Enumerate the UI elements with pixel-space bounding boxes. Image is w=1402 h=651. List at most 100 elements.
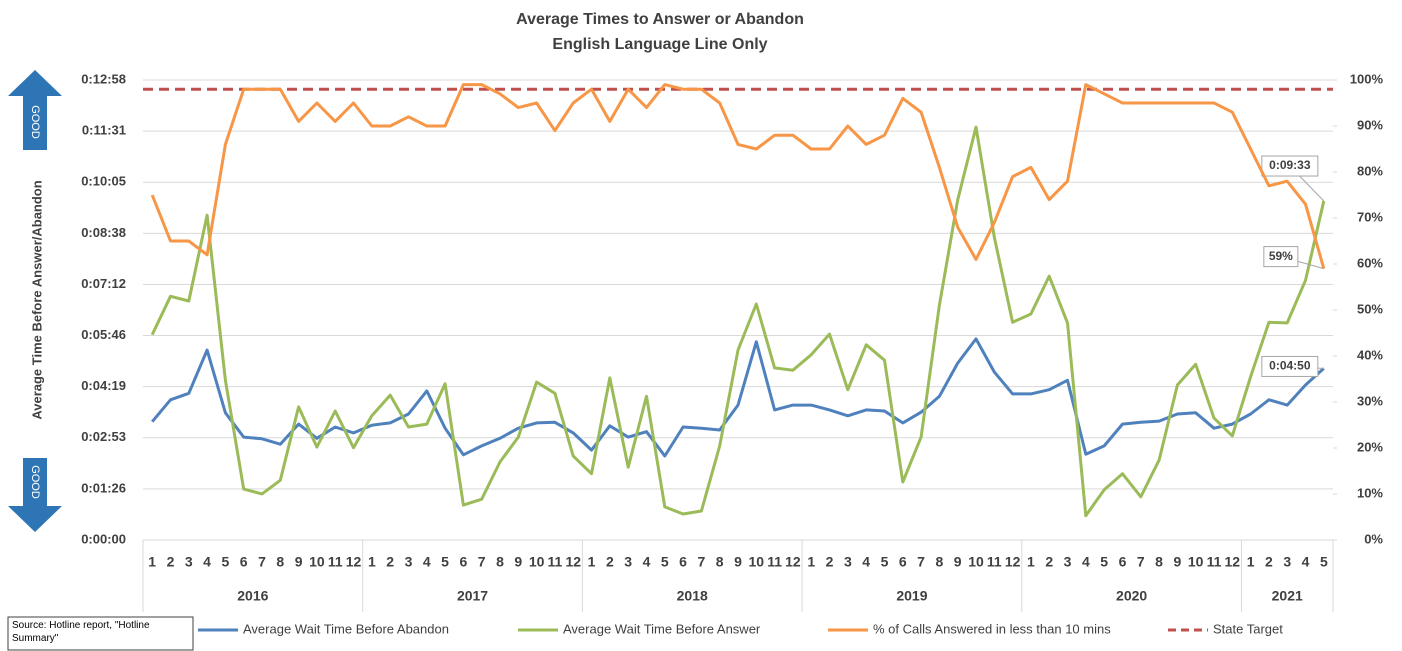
x-tick-label: 3 — [185, 554, 193, 570]
data-label: 59% — [1269, 249, 1293, 263]
x-tick-label: 9 — [734, 554, 742, 570]
x-tick-label: 6 — [1119, 554, 1127, 570]
x-tick-label: 5 — [661, 554, 669, 570]
legend-label: Average Wait Time Before Abandon — [243, 621, 449, 636]
y-tick-label: 0:11:31 — [82, 123, 126, 138]
x-tick-label: 2 — [167, 554, 175, 570]
x-tick-label: 10 — [968, 554, 984, 570]
x-tick-label: 11 — [1207, 554, 1222, 570]
x-tick-label: 8 — [276, 554, 284, 570]
x-tick-label: 4 — [643, 554, 651, 570]
callout-box — [1261, 155, 1319, 177]
x-tick-label: 9 — [954, 554, 962, 570]
x-tick-label: 11 — [328, 554, 343, 570]
x-tick-label: 2 — [1265, 554, 1273, 570]
x-tick-label: 4 — [1082, 554, 1090, 570]
y2-tick-label: 40% — [1357, 347, 1383, 362]
source-wrap: Source: Hotline report, "Hotline Summary… — [12, 620, 150, 644]
data-label: 0:04:50 — [1269, 359, 1311, 373]
y-tick-label: 0:05:46 — [81, 327, 126, 342]
x-tick-label: 7 — [1137, 554, 1145, 570]
x-tick-label: 5 — [1320, 554, 1328, 570]
x-tick-label: 4 — [862, 554, 870, 570]
y2-tick-label: 50% — [1357, 301, 1383, 316]
x-tick-label: 5 — [881, 554, 889, 570]
source-box — [7, 616, 194, 651]
y2-tick-label: 90% — [1357, 117, 1383, 132]
series-line — [150, 125, 1326, 518]
x-tick-label: 3 — [405, 554, 413, 570]
x-tick-label: 2 — [386, 554, 394, 570]
x-tick-label: 1 — [588, 554, 596, 570]
x-tick-label: 4 — [203, 554, 211, 570]
x-tick-label: 6 — [899, 554, 907, 570]
x-tick-label: 3 — [1283, 554, 1291, 570]
x-tick-label: 1 — [1247, 554, 1255, 570]
x-tick-label: 12 — [1225, 554, 1241, 570]
x-group-label: 2016 — [237, 588, 268, 604]
x-tick-label: 10 — [1188, 554, 1204, 570]
y-tick-label: 0:07:12 — [81, 276, 126, 291]
x-tick-label: 5 — [221, 554, 229, 570]
x-tick-label: 3 — [624, 554, 632, 570]
x-tick-label: 9 — [295, 554, 303, 570]
legend-label: State Target — [1213, 621, 1283, 636]
x-tick-label: 3 — [844, 554, 852, 570]
x-tick-label: 6 — [240, 554, 248, 570]
x-tick-label: 1 — [368, 554, 376, 570]
x-tick-label: 8 — [496, 554, 504, 570]
x-tick-label: 2 — [606, 554, 614, 570]
x-tick-label: 7 — [917, 554, 925, 570]
x-tick-label: 2 — [826, 554, 834, 570]
x-tick-label: 9 — [514, 554, 522, 570]
x-group-label: 2019 — [896, 588, 927, 604]
x-tick-label: 10 — [749, 554, 765, 570]
data-label: 0:09:33 — [1269, 158, 1311, 172]
x-tick-label: 1 — [1027, 554, 1035, 570]
y-tick-label: 0:02:53 — [81, 429, 126, 444]
chart-title: Average Times to Answer or Abandon — [516, 11, 804, 28]
legend-label: Average Wait Time Before Answer — [563, 621, 761, 636]
y2-tick-label: 10% — [1357, 485, 1383, 500]
x-tick-label: 11 — [987, 554, 1002, 570]
x-tick-label: 7 — [697, 554, 705, 570]
x-tick-label: 8 — [935, 554, 943, 570]
chart-subtitle: English Language Line Only — [552, 36, 767, 53]
y2-tick-label: 0% — [1364, 531, 1383, 546]
x-tick-label: 12 — [1005, 554, 1021, 570]
x-tick-label: 11 — [767, 554, 782, 570]
x-tick-label: 4 — [423, 554, 431, 570]
good-label: GOOD — [29, 465, 41, 499]
x-tick-label: 2 — [1045, 554, 1053, 570]
x-group-label: 2017 — [457, 588, 488, 604]
x-tick-label: 1 — [148, 554, 156, 570]
x-tick-label: 12 — [785, 554, 801, 570]
y2-tick-label: 70% — [1357, 209, 1383, 224]
y-tick-label: 0:00:00 — [81, 531, 126, 546]
legend-label: % of Calls Answered in less than 10 mins — [873, 621, 1111, 636]
source-note: Source: Hotline report, "Hotline Summary… — [12, 620, 150, 644]
y2-tick-label: 80% — [1357, 163, 1383, 178]
series-line — [151, 337, 1325, 458]
callout-box — [1263, 246, 1299, 268]
x-tick-label: 6 — [459, 554, 467, 570]
x-tick-label: 6 — [679, 554, 687, 570]
y-tick-label: 0:01:26 — [81, 480, 126, 495]
y2-tick-label: 60% — [1357, 255, 1383, 270]
x-tick-label: 8 — [716, 554, 724, 570]
y-tick-label: 0:10:05 — [81, 174, 126, 189]
x-tick-label: 4 — [1302, 554, 1310, 570]
y-tick-label: 0:08:38 — [81, 225, 126, 240]
x-group-label: 2020 — [1116, 588, 1147, 604]
x-tick-label: 7 — [478, 554, 486, 570]
y-tick-label: 0:04:19 — [81, 378, 126, 393]
series-line — [150, 83, 1326, 270]
x-tick-label: 11 — [548, 554, 563, 570]
y-tick-label: 0:12:58 — [81, 71, 126, 86]
x-tick-label: 10 — [309, 554, 325, 570]
x-tick-label: 1 — [807, 554, 815, 570]
x-tick-label: 5 — [441, 554, 449, 570]
x-tick-label: 8 — [1155, 554, 1163, 570]
good-label: GOOD — [29, 105, 41, 139]
